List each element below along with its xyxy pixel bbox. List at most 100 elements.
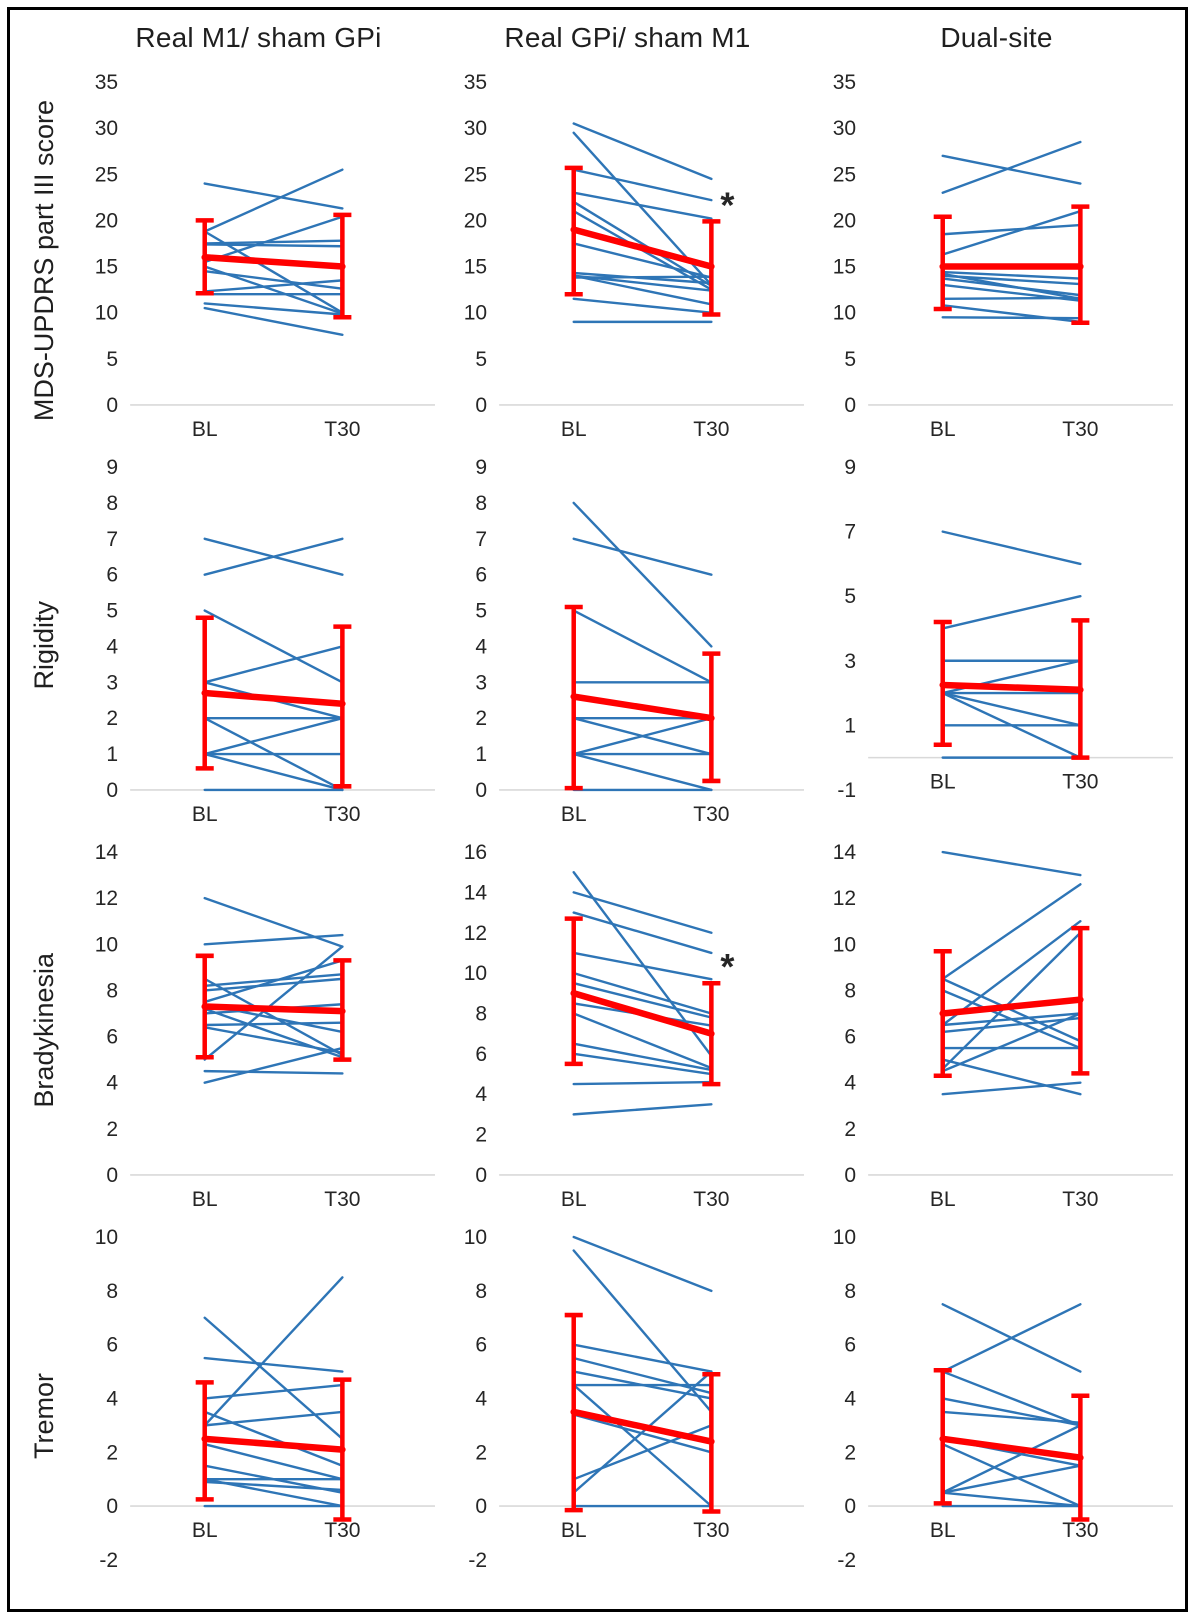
- y-tick-label: 8: [844, 979, 856, 1002]
- y-tick-label: 8: [475, 1003, 487, 1026]
- x-tick-label: T30: [693, 1519, 729, 1542]
- y-tick-label: 4: [844, 1388, 856, 1411]
- y-tick-label: 0: [844, 1495, 856, 1518]
- x-tick-label: T30: [693, 1188, 729, 1211]
- y-tick-label: 9: [106, 456, 118, 479]
- patient-line: [941, 223, 1082, 236]
- patient-line: [572, 1357, 713, 1395]
- patient-line: [203, 977, 344, 992]
- y-tick-label: 4: [475, 635, 487, 658]
- y-tick-label: 4: [106, 1388, 118, 1411]
- y-tick-label: 6: [475, 1334, 487, 1357]
- panel-plot: 10 8 6 4 2 0 -2 BL T30: [833, 1226, 1173, 1572]
- mean-line: [201, 1003, 346, 1015]
- mean-line: [570, 1408, 715, 1445]
- y-tick-label: 14: [95, 841, 119, 864]
- y-tick-label: 3: [106, 671, 118, 694]
- y-tick-label: 12: [95, 887, 118, 910]
- patient-line: [941, 270, 1082, 280]
- panel-rigidity-real-m1: 9 8 7 6 5 4 3 2 1 0 BL T30: [74, 453, 443, 838]
- y-tick-label: -2: [99, 1549, 118, 1572]
- patient-line: [203, 1443, 344, 1481]
- y-tick-label: 20: [95, 209, 118, 232]
- y-tick-label: 4: [844, 1072, 856, 1095]
- y-tick-label: 15: [95, 256, 118, 279]
- x-tick-label: BL: [930, 1519, 956, 1542]
- x-tick-label: BL: [561, 1519, 587, 1542]
- panel-rigidity-dual-site: 9 7 5 3 1 -1 BL T30: [812, 453, 1181, 838]
- y-tick-label: 1: [844, 714, 856, 737]
- x-tick-label: BL: [192, 1188, 218, 1211]
- y-tick-label: 5: [475, 348, 487, 371]
- y-tick-label: 0: [475, 1495, 487, 1518]
- x-tick-label: BL: [192, 418, 218, 441]
- x-tick-label: T30: [693, 803, 729, 826]
- y-tick-label: 14: [464, 881, 488, 904]
- y-tick-label: 4: [475, 1388, 487, 1411]
- y-tick-label: 7: [475, 528, 487, 551]
- y-tick-label: 5: [106, 348, 118, 371]
- patient-line: [203, 1410, 344, 1468]
- y-tick-label: 10: [464, 1226, 487, 1249]
- y-tick-label: 7: [844, 521, 856, 544]
- y-tick-label: 6: [106, 564, 118, 587]
- y-tick-label: 30: [833, 117, 856, 140]
- patient-line: [203, 1046, 344, 1084]
- patient-line: [203, 933, 344, 946]
- y-tick-label: 25: [95, 163, 118, 186]
- patient-line: [941, 1081, 1082, 1096]
- patient-line: [203, 752, 344, 792]
- mean-line: [570, 226, 715, 270]
- patient-line: [203, 279, 344, 293]
- y-tick-label: 4: [106, 1072, 118, 1095]
- panel-plot: 35 30 25 20 15 10 5 0 BL T30 *: [464, 71, 804, 441]
- panel-tremor-real-m1: 10 8 6 4 2 0 -2 BL T30: [74, 1223, 443, 1608]
- patient-line: [941, 1491, 1082, 1508]
- figure-border: Real M1/ sham GPi Real GPi/ sham M1 Dual…: [7, 7, 1188, 1612]
- y-tick-label: 25: [464, 163, 487, 186]
- panel-updrs-real-m1: 35 30 25 20 15 10 5 0 BL T30: [74, 68, 443, 453]
- y-tick-label: 8: [106, 979, 118, 1002]
- panel-bradykinesia-real-gpi: 16 14 12 10 8 6 4 2 0 BL T30 *: [443, 838, 812, 1223]
- patient-line: [941, 530, 1082, 566]
- patient-line: [203, 537, 344, 576]
- patient-line: [572, 716, 713, 756]
- y-tick-label: 10: [833, 302, 856, 325]
- patient-line: [203, 215, 344, 264]
- patient-line: [941, 154, 1082, 185]
- patient-line: [203, 1357, 344, 1373]
- y-tick-label: 4: [106, 635, 118, 658]
- patient-line: [572, 609, 713, 684]
- y-tick-label: 20: [833, 209, 856, 232]
- patient-line: [203, 1316, 344, 1441]
- y-tick-label: 2: [106, 1118, 118, 1141]
- y-tick-label: 6: [106, 1334, 118, 1357]
- y-tick-label: 6: [475, 564, 487, 587]
- y-tick-label: 4: [475, 1083, 487, 1106]
- y-tick-label: 12: [464, 922, 487, 945]
- x-tick-label: BL: [561, 418, 587, 441]
- y-tick-label: 12: [833, 887, 856, 910]
- patient-line: [572, 537, 713, 576]
- patient-line: [572, 911, 713, 955]
- x-tick-label: T30: [324, 418, 360, 441]
- y-tick-label: 10: [833, 933, 856, 956]
- y-tick-label: 0: [106, 1164, 118, 1187]
- y-tick-label: 0: [475, 1164, 487, 1187]
- row-label-cell-bradykinesia: Bradykinesia: [14, 838, 74, 1223]
- y-tick-label: 8: [475, 492, 487, 515]
- mean-line: [570, 990, 715, 1037]
- column-title-real-gpi: Real GPi/ sham M1: [504, 22, 751, 53]
- x-tick-label: BL: [930, 418, 956, 441]
- patient-line: [203, 1021, 344, 1027]
- panel-plot: 14 12 10 8 6 4 2 0 BL T30: [95, 841, 435, 1211]
- mean-line: [201, 1435, 346, 1453]
- y-tick-label: 9: [475, 456, 487, 479]
- patient-line: [203, 1410, 344, 1427]
- patient-line: [572, 501, 713, 648]
- y-tick-label: 6: [844, 1334, 856, 1357]
- patient-line: [941, 277, 1082, 297]
- patient-line: [572, 951, 713, 981]
- y-tick-label: 6: [844, 1026, 856, 1049]
- y-tick-label: 30: [95, 117, 118, 140]
